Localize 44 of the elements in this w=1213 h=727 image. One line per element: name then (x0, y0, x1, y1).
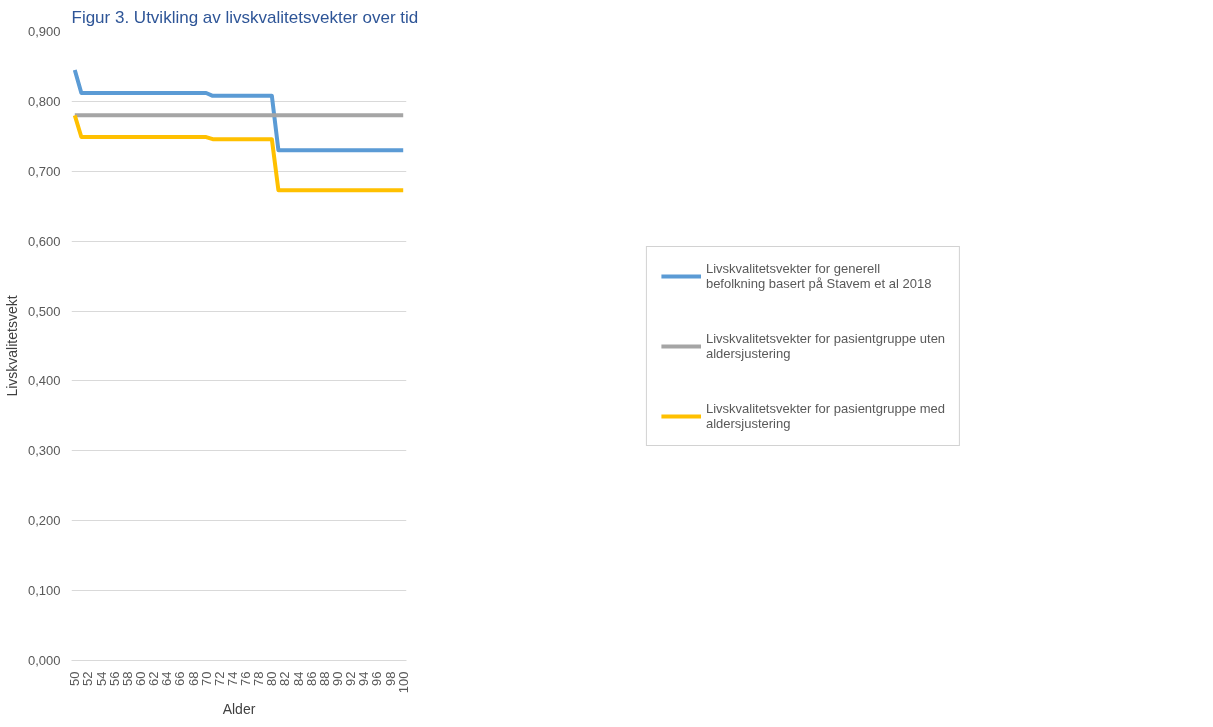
y-tick-label: 0,300 (27, 443, 61, 459)
x-tick-label: 52 (80, 671, 96, 686)
y-tick-label: 0,400 (27, 373, 61, 389)
x-tick-label: 64 (159, 671, 175, 686)
legend-label: Livskvalitetsvekter for generell befolkning basert på Stavem et al 2018 (705, 260, 932, 291)
y-tick-label: 0,900 (27, 24, 61, 39)
x-tick-label: 80 (264, 671, 280, 686)
x-tick-label: 82 (277, 671, 293, 686)
x-tick-label: 62 (146, 671, 162, 686)
x-tick-label: 58 (119, 671, 135, 686)
x-tick-label: 98 (382, 671, 398, 686)
y-tick-label: 0,500 (27, 303, 61, 319)
x-tick-label: 78 (251, 671, 267, 686)
x-tick-label: 86 (303, 671, 319, 686)
x-tick-label: 50 (67, 671, 83, 686)
y-tick-label: 0,700 (27, 163, 61, 179)
y-axis-title: Livskvalitetsvekt (3, 295, 20, 397)
x-tick-label: 90 (330, 671, 346, 686)
y-tick-label: 0,800 (27, 93, 61, 109)
x-tick-label: 60 (132, 671, 148, 686)
y-tick-label: 0,100 (27, 583, 61, 599)
x-tick-label: 74 (224, 671, 240, 686)
x-tick-label: 94 (356, 671, 372, 686)
line-series (72, 113, 406, 193)
x-tick-label: 70 (198, 671, 214, 686)
legend-label: Livskvalitetsvekter for pasientgruppe med aldersjustering (705, 400, 946, 431)
x-tick-label: 88 (316, 671, 332, 686)
x-tick-label: 96 (369, 671, 385, 686)
x-tick-label: 100 (395, 671, 411, 694)
y-tick-label: 0,600 (27, 233, 61, 249)
chart-title: Figur 3. Utvikling av livskvalitetsvekter over tid (71, 7, 419, 27)
line-series (72, 67, 406, 153)
x-tick-label: 68 (185, 671, 201, 686)
x-tick-label: 72 (211, 671, 227, 686)
x-tick-label: 84 (290, 671, 306, 686)
x-tick-label: 92 (343, 671, 359, 686)
x-tick-label: 56 (106, 671, 122, 686)
x-tick-label: 54 (93, 671, 109, 686)
x-tick-label: 66 (172, 671, 188, 686)
x-tick-label: 76 (238, 671, 254, 686)
y-tick-label: 0,200 (27, 513, 61, 529)
x-axis-title: Alder (222, 701, 256, 718)
legend-label: Livskvalitetsvekter for pasientgruppe uten aldersjustering (705, 330, 946, 361)
y-tick-label: 0,000 (27, 653, 61, 668)
